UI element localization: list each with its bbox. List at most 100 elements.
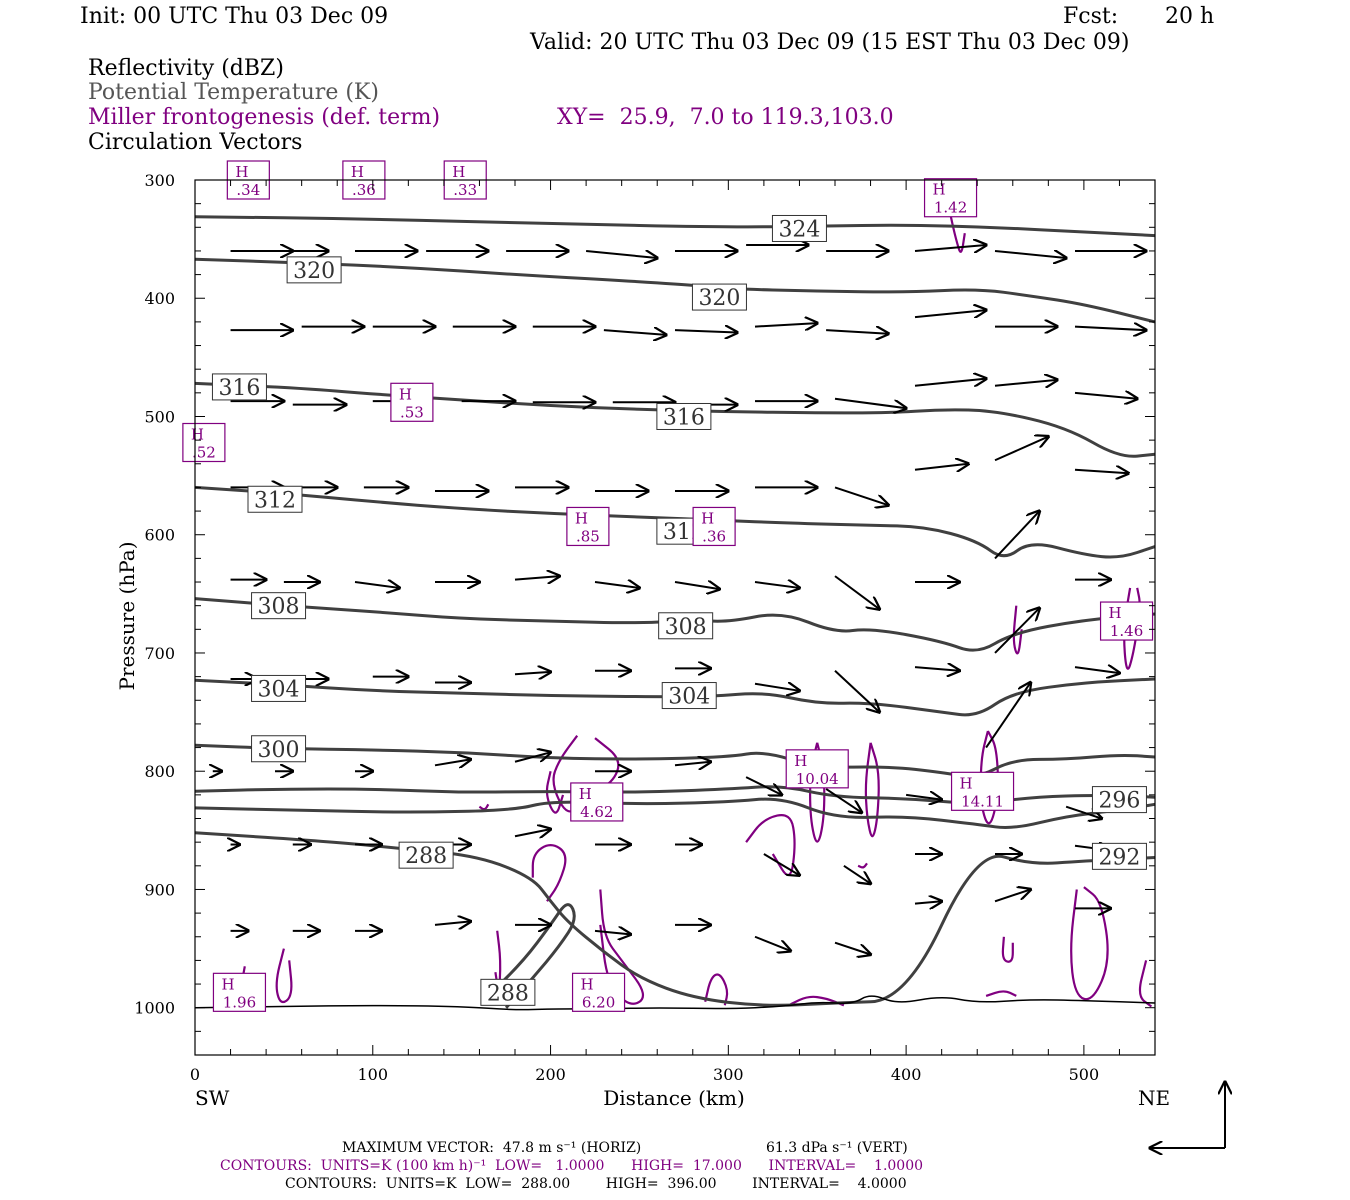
frontogenesis-contour	[275, 948, 293, 1004]
theta-contour	[194, 485, 1156, 559]
reference-vector-icon	[1150, 1082, 1225, 1148]
y-tick-label: 300	[144, 171, 175, 190]
circulation-vector	[994, 889, 1031, 903]
high-marker-label: H	[575, 509, 588, 527]
high-marker-value: 4.62	[580, 803, 613, 821]
legend-circulation-vectors: Circulation Vectors	[88, 130, 303, 155]
frontogenesis-contour	[864, 742, 880, 838]
x-tick-label: 200	[535, 1065, 566, 1084]
high-marker-box	[950, 771, 1015, 811]
circulation-vector	[514, 672, 551, 674]
high-marker-box	[692, 506, 736, 547]
contour-label-box	[1091, 842, 1147, 870]
high-marker-label: H	[452, 163, 465, 181]
high-marker-label: H	[581, 975, 594, 993]
contour-label: 292	[1098, 845, 1140, 870]
contour-label-box	[247, 485, 303, 513]
circulation-vector	[834, 575, 879, 609]
y-tick-label: 800	[144, 762, 175, 781]
high-marker-value: 14.11	[961, 792, 1004, 810]
circulation-vector	[514, 752, 551, 763]
theta-contour	[194, 797, 1156, 829]
y-tick-label: 900	[144, 880, 175, 899]
high-marker-value: 1.42	[934, 199, 967, 217]
contour-label: 300	[258, 738, 300, 763]
circulation-vector	[914, 379, 986, 386]
y-tick-label: 1000	[134, 999, 175, 1018]
contours-frontogenesis-info: CONTOURS: UNITS=K (100 km h)⁻¹ LOW= 1.00…	[220, 1158, 924, 1174]
circulation-vector	[434, 921, 471, 925]
frontogenesis-contour	[1070, 886, 1109, 1001]
sw-label: SW	[195, 1086, 230, 1110]
circulation-vector	[674, 762, 711, 766]
high-marker-value: .85	[576, 527, 600, 545]
contour-label-box	[286, 256, 342, 284]
valid-time: Valid: 20 UTC Thu 03 Dec 09 (15 EST Thu …	[530, 30, 1130, 55]
circulation-vector	[914, 245, 986, 251]
high-marker-box	[923, 178, 978, 218]
contour-label: 288	[405, 844, 447, 869]
high-marker-label: H	[794, 752, 807, 770]
circulation-vector	[674, 330, 737, 332]
frontogenesis-contour	[949, 215, 966, 253]
contour-label: 308	[258, 595, 300, 620]
contour-label-box	[656, 402, 712, 430]
high-marker-box	[1099, 601, 1154, 641]
y-tick-label: 500	[144, 407, 175, 426]
high-marker-box	[390, 382, 434, 422]
circulation-vector	[914, 310, 986, 317]
high-marker-box	[212, 972, 267, 1012]
frontogenesis-contour	[1012, 605, 1023, 655]
theta-contour	[194, 677, 1156, 717]
high-marker-value: 1.96	[223, 993, 256, 1011]
high-marker-value: .33	[453, 181, 477, 199]
high-marker-label: H	[579, 785, 592, 803]
legend-miller-frontogenesis: Miller frontogenesis (def. term)	[88, 105, 441, 130]
circulation-vector	[1074, 667, 1119, 673]
x-tick-label: 100	[358, 1065, 389, 1084]
circulation-vector	[1074, 327, 1146, 331]
high-marker-label: H	[933, 181, 946, 199]
circulation-vector	[603, 330, 666, 335]
contour-label: 320	[293, 259, 335, 284]
x-tick-label: 500	[1069, 1065, 1100, 1084]
circulation-vector	[754, 935, 791, 951]
frontogenesis-contour	[704, 973, 729, 1006]
circulation-vector	[1074, 393, 1137, 399]
terrain-line	[194, 995, 1156, 1011]
circulation-vector	[914, 901, 942, 903]
frontogenesis-contour	[857, 862, 868, 869]
frontogenesis-contour	[531, 844, 567, 902]
contour-label: 316	[218, 376, 260, 401]
circulation-vector	[914, 464, 968, 470]
frontogenesis-contour	[1001, 936, 1014, 963]
high-marker-value: .36	[352, 181, 376, 199]
circulation-vector	[905, 795, 942, 800]
circulation-vector	[994, 608, 1039, 654]
contour-label-box	[251, 674, 307, 702]
plot-frame	[194, 179, 1156, 1056]
high-marker-label: H	[191, 426, 204, 444]
contour-label-box	[691, 283, 747, 311]
high-marker-label: H	[1109, 604, 1122, 622]
circulation-vector	[826, 330, 888, 334]
contour-label-box	[658, 612, 714, 640]
circulation-vector	[843, 864, 871, 884]
contour-label-box	[211, 373, 267, 401]
high-marker-value: .36	[702, 527, 726, 545]
y-tick-label: 400	[144, 289, 175, 308]
circulation-vector	[763, 853, 800, 875]
frontogenesis-contour	[985, 990, 1017, 997]
circulation-vector	[434, 759, 471, 765]
high-marker-label: H	[351, 163, 364, 181]
ne-label: NE	[1138, 1086, 1170, 1110]
circulation-vector	[514, 829, 551, 836]
high-marker-value: .52	[192, 444, 216, 462]
contours-theta-info: CONTOURS: UNITS=K LOW= 288.00 HIGH= 396.…	[285, 1176, 907, 1192]
frontogenesis-contour	[1138, 960, 1153, 1008]
legend-reflectivity: Reflectivity (dBZ)	[88, 56, 284, 81]
high-marker-value: 1.46	[1110, 622, 1143, 640]
contour-label-box	[771, 214, 827, 242]
frontogenesis-contour	[478, 803, 490, 811]
contour-label: 304	[668, 685, 710, 710]
